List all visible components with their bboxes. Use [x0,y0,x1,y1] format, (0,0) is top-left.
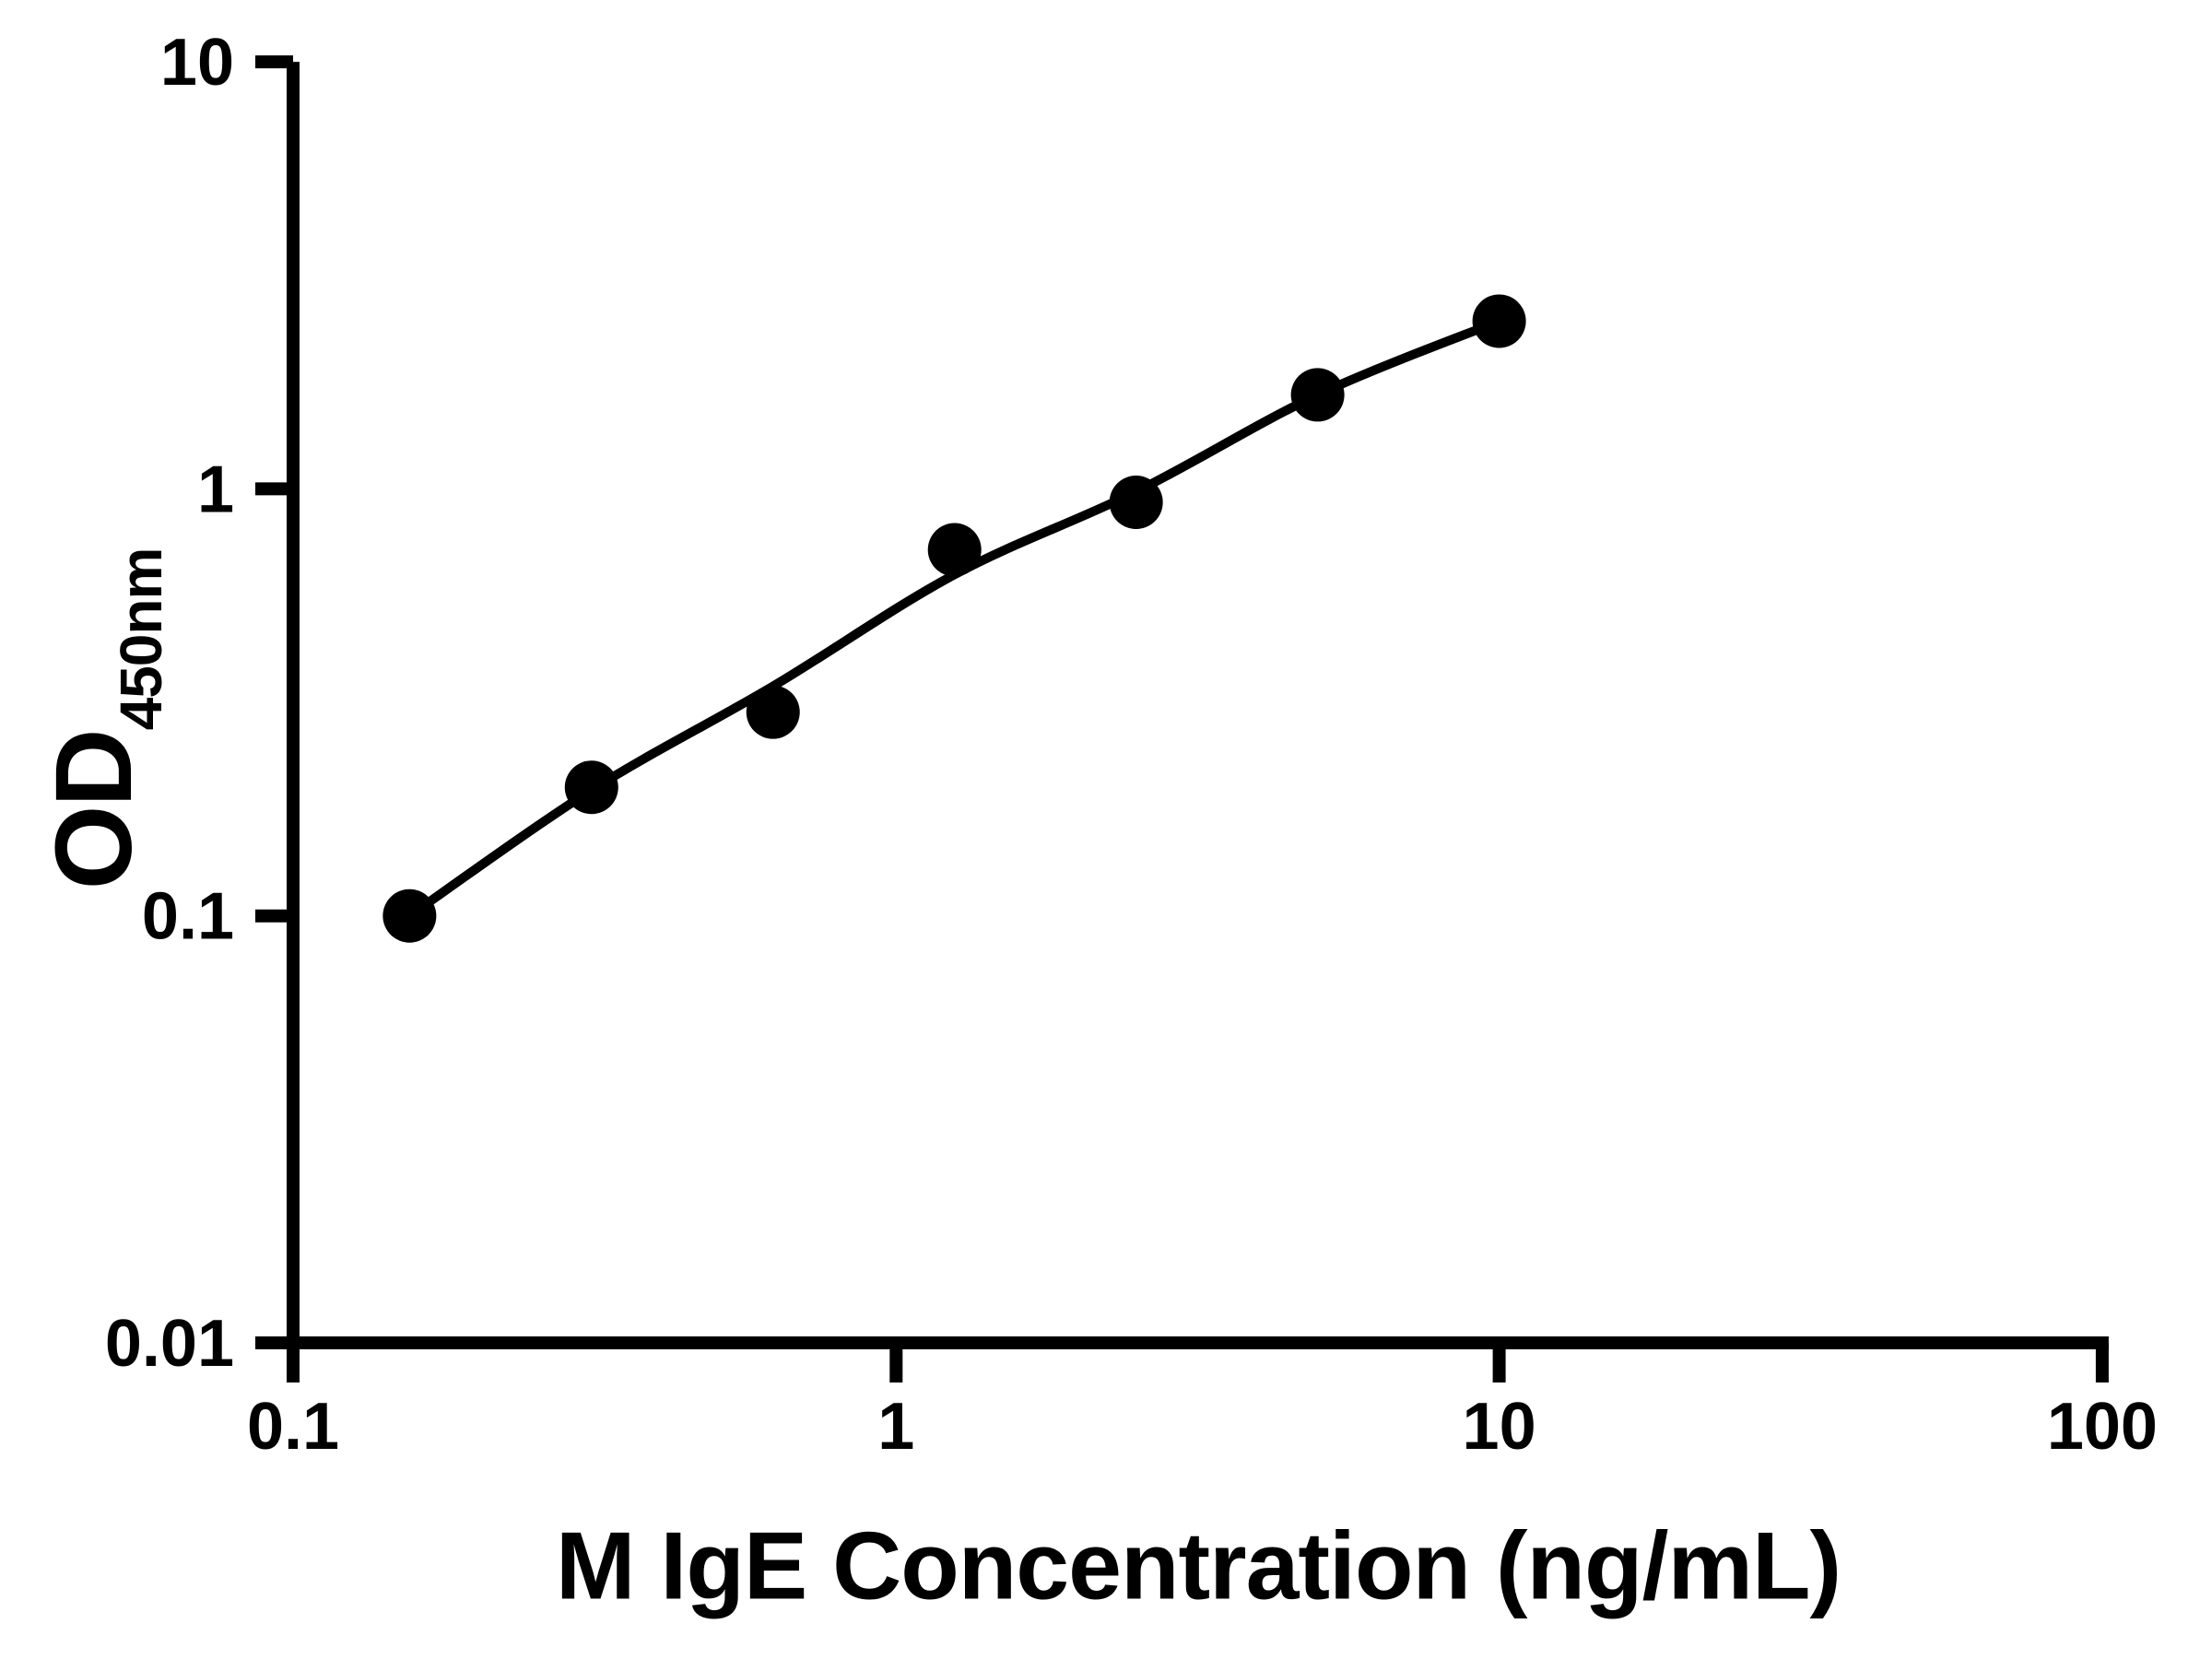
x-tick-label: 1 [877,1390,914,1464]
y-tick-label: 10 [160,26,234,100]
x-axis-title: M IgE Concentration (ng/mL) [555,1512,1841,1620]
data-point [927,523,982,577]
data-point [1472,294,1526,348]
x-tick-label: 100 [2047,1390,2158,1464]
y-tick-label: 0.01 [105,1307,234,1381]
y-axis-title-sub: 450nm [108,547,175,731]
y-tick-label: 1 [197,453,234,526]
data-point [746,685,800,739]
y-axis-title-main: OD [32,730,155,890]
y-tick-label: 0.1 [142,880,234,954]
data-point [564,760,618,815]
x-tick-label: 0.1 [247,1390,339,1464]
x-tick-label: 10 [1463,1390,1536,1464]
y-axis-title: OD450nm [31,548,175,890]
data-point [382,888,437,943]
data-point [1290,368,1345,422]
data-point [1109,476,1163,530]
